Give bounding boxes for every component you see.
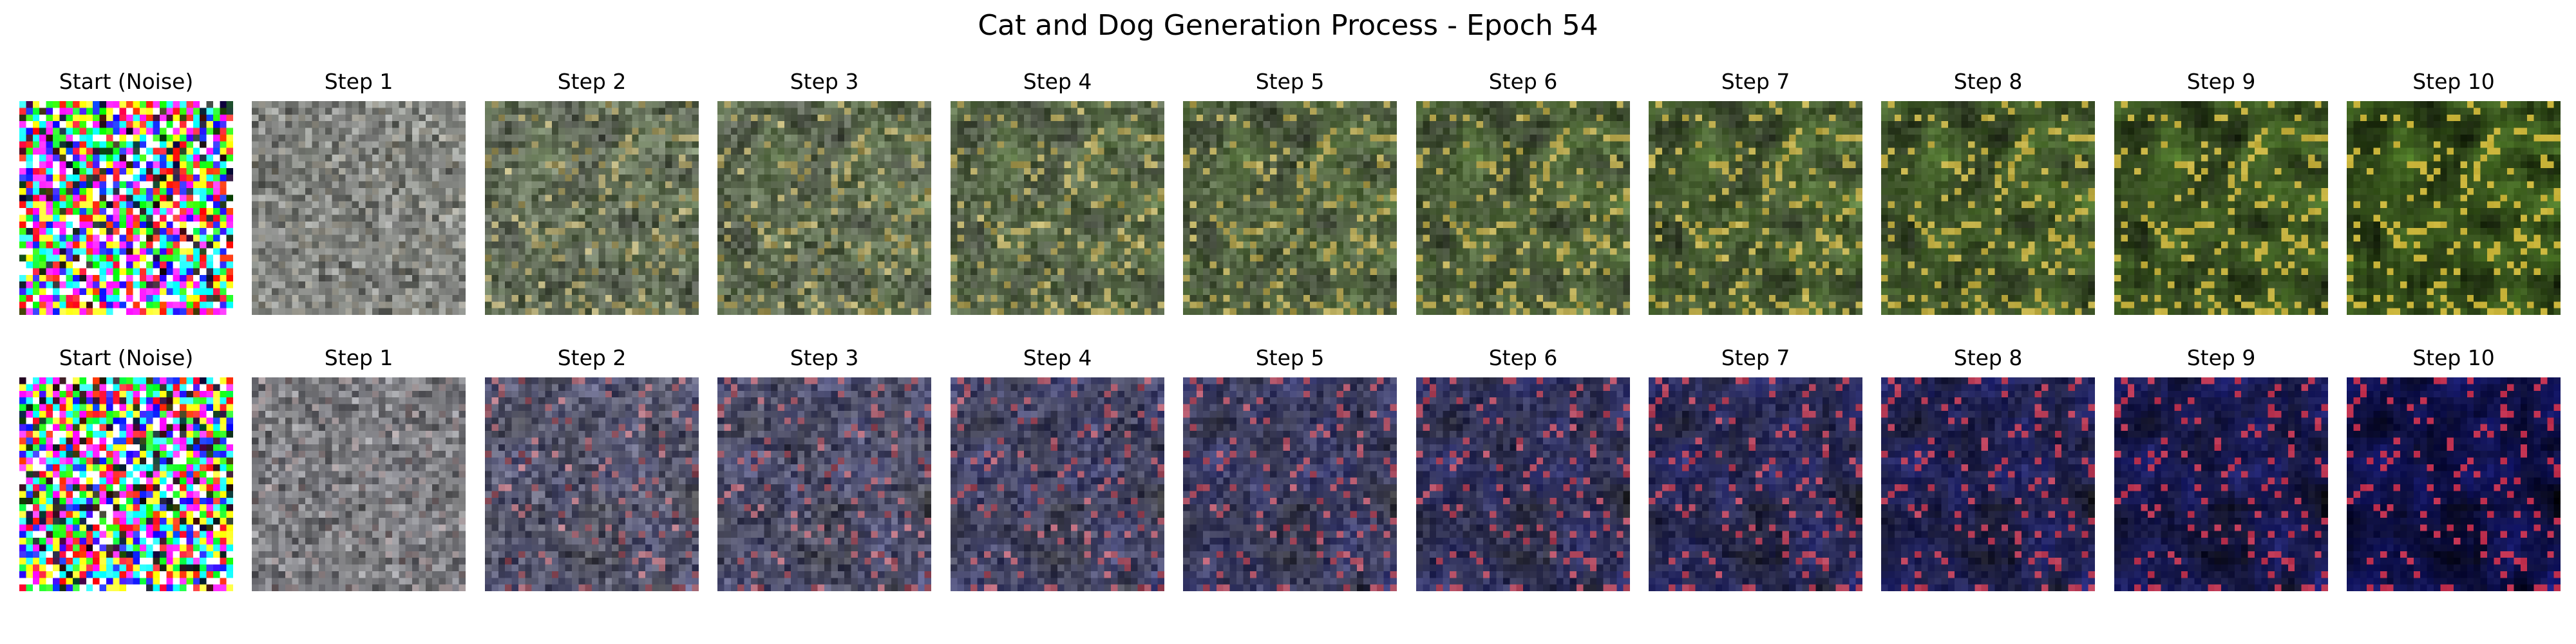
generated-image xyxy=(951,101,1164,315)
panel-label: Step 7 xyxy=(1721,69,1790,94)
panel-label: Step 10 xyxy=(2412,345,2495,370)
panel-label: Step 9 xyxy=(2186,345,2256,370)
generated-image xyxy=(717,101,931,315)
panel-label: Start (Noise) xyxy=(59,69,194,94)
generated-image xyxy=(485,377,699,591)
generated-image xyxy=(2347,377,2561,591)
panel-label: Step 6 xyxy=(1488,345,1558,370)
generated-image xyxy=(1416,101,1630,315)
panel-label: Step 3 xyxy=(790,345,859,370)
generated-image xyxy=(2114,377,2328,591)
generated-image xyxy=(1183,377,1397,591)
generated-image xyxy=(717,377,931,591)
panel-label: Step 4 xyxy=(1023,345,1092,370)
generated-image xyxy=(1416,377,1630,591)
panel-label: Step 10 xyxy=(2412,69,2495,94)
panel-label: Step 5 xyxy=(1255,69,1325,94)
generated-image xyxy=(1649,101,1862,315)
panel-label: Step 8 xyxy=(1953,345,2023,370)
generated-image xyxy=(2114,101,2328,315)
panel-label: Step 1 xyxy=(324,345,393,370)
noise-image xyxy=(19,377,233,591)
generated-image xyxy=(1881,101,2095,315)
panel-label: Step 9 xyxy=(2186,69,2256,94)
panel-label: Step 3 xyxy=(790,69,859,94)
figure-title: Cat and Dog Generation Process - Epoch 5… xyxy=(978,9,1598,42)
panel-label: Step 7 xyxy=(1721,345,1790,370)
generated-image xyxy=(252,377,466,591)
panel-label: Step 5 xyxy=(1255,345,1325,370)
generated-image xyxy=(1649,377,1862,591)
generated-image xyxy=(1881,377,2095,591)
panel-label: Step 2 xyxy=(557,69,627,94)
panel-label: Step 1 xyxy=(324,69,393,94)
panel-label: Start (Noise) xyxy=(59,345,194,370)
panel-label: Step 8 xyxy=(1953,69,2023,94)
noise-image xyxy=(19,101,233,315)
generated-image xyxy=(485,101,699,315)
generated-image xyxy=(951,377,1164,591)
panel-label: Step 2 xyxy=(557,345,627,370)
panel-label: Step 6 xyxy=(1488,69,1558,94)
generated-image xyxy=(252,101,466,315)
generated-image xyxy=(1183,101,1397,315)
generated-image xyxy=(2347,101,2561,315)
panel-label: Step 4 xyxy=(1023,69,1092,94)
